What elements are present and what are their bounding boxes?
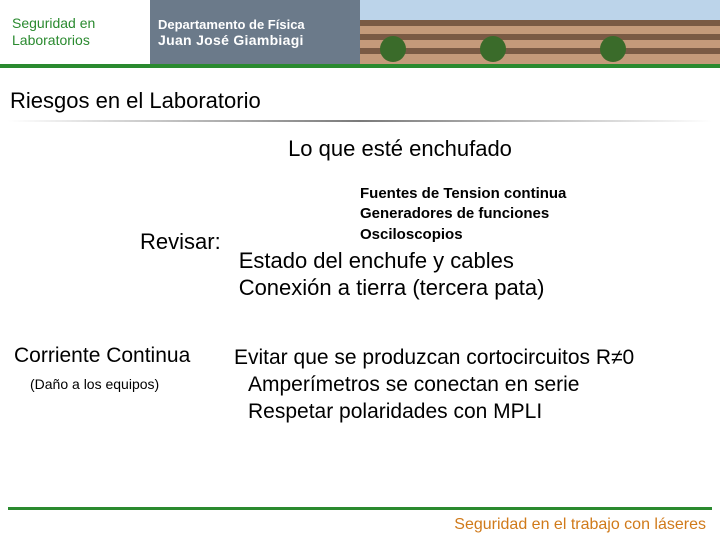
dept-line1: Departamento de Física xyxy=(158,17,352,32)
header-bar: Seguridad en Laboratorios Departamento d… xyxy=(0,0,720,68)
cc-title: Corriente Continua xyxy=(14,344,224,368)
revisar-block: Revisar: Estado del enchufe y cables Con… xyxy=(140,247,720,302)
header-dept-badge: Departamento de Física Juan José Giambia… xyxy=(150,0,360,64)
cc-right: Evitar que se produzcan cortocircuitos R… xyxy=(224,344,706,426)
revisar-label: Revisar: xyxy=(140,229,221,255)
section-title: Riesgos en el Laboratorio xyxy=(0,68,720,120)
revisar-item: Conexión a tierra (tercera pata) xyxy=(239,274,545,302)
cc-line: Amperímetros se conectan en serie xyxy=(234,371,706,398)
section-divider xyxy=(8,120,712,122)
equipment-list: Fuentes de Tension continua Generadores … xyxy=(360,184,720,245)
header-left-line2: Laboratorios xyxy=(12,32,95,49)
header-left-line1: Seguridad en xyxy=(12,15,95,32)
equipment-item: Osciloscopios xyxy=(360,225,720,245)
cc-block: Corriente Continua (Daño a los equipos) … xyxy=(0,344,720,426)
cc-line: Respetar polaridades con MPLI xyxy=(234,398,706,425)
header-photo xyxy=(360,0,720,64)
footer-divider xyxy=(8,507,712,510)
cc-line: Evitar que se produzcan cortocircuitos R… xyxy=(234,344,706,371)
revisar-item: Estado del enchufe y cables xyxy=(239,247,545,275)
header-left: Seguridad en Laboratorios xyxy=(0,0,150,64)
equipment-item: Generadores de funciones xyxy=(360,204,720,224)
cc-subtitle: (Daño a los equipos) xyxy=(30,376,224,392)
equipment-item: Fuentes de Tension continua xyxy=(360,184,720,204)
subtitle: Lo que esté enchufado xyxy=(80,136,720,162)
dept-line2: Juan José Giambiagi xyxy=(158,32,352,48)
cc-left: Corriente Continua (Daño a los equipos) xyxy=(14,344,224,426)
revisar-items: Estado del enchufe y cables Conexión a t… xyxy=(239,247,545,302)
footer-text: Seguridad en el trabajo con láseres xyxy=(454,516,706,534)
